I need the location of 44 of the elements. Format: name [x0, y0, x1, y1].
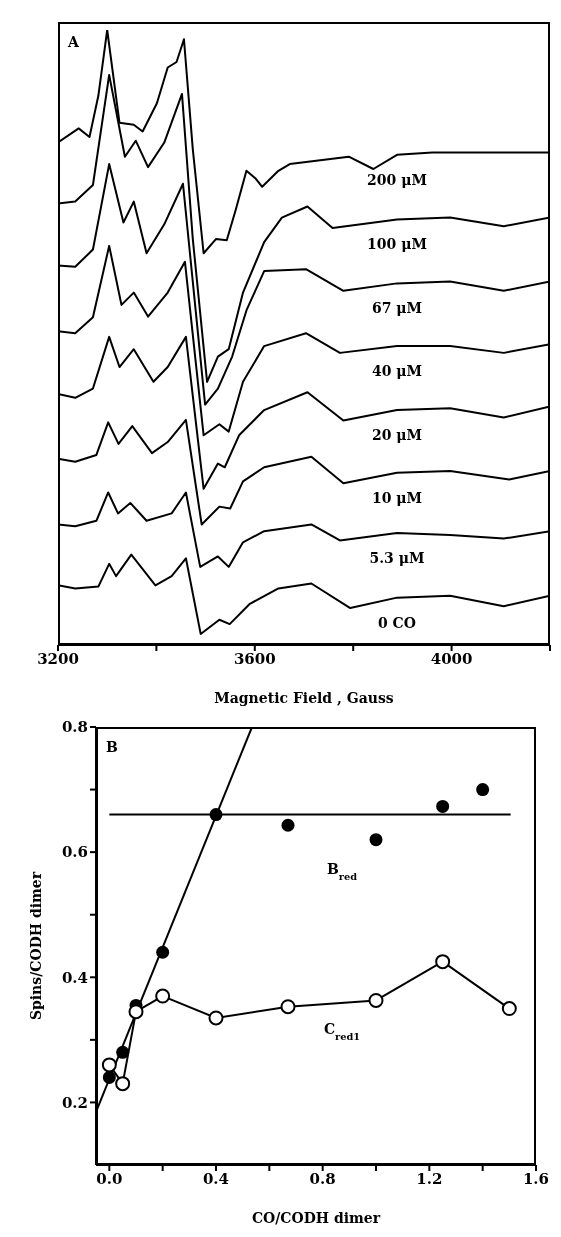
- point: [501, 1001, 517, 1017]
- x-tick-label: 0.0: [96, 1169, 123, 1188]
- point: [281, 818, 295, 832]
- point: [101, 1057, 117, 1073]
- x-axis-title: Magnetic Field , Gauss: [214, 690, 394, 706]
- y-tick-label: 0.4: [61, 968, 88, 987]
- series-label: 20 μM: [371, 427, 423, 444]
- point: [476, 783, 490, 797]
- series-label: 200 μM: [367, 171, 427, 188]
- series-label: 0 CO: [378, 614, 416, 631]
- annotation: A: [68, 34, 79, 50]
- point: [368, 992, 384, 1008]
- x-axis-title: CO/CODH dimer: [251, 1210, 381, 1226]
- y-axis-title: Spins/CODH dimer: [27, 871, 44, 1021]
- series-label: C$_{red1}$: [323, 1021, 361, 1042]
- series-label: 67 μM: [371, 300, 423, 317]
- series-label: 40 μM: [371, 363, 423, 380]
- x-tick-label: 4000: [430, 649, 473, 668]
- point: [209, 808, 223, 822]
- x-tick-label: 3200: [37, 649, 79, 668]
- series-label: 5.3 μM: [369, 550, 425, 567]
- point: [369, 833, 383, 847]
- series-label: 100 μM: [367, 236, 427, 253]
- point: [102, 1070, 116, 1084]
- x-tick-label: 0.4: [202, 1169, 230, 1188]
- series-label: B$_{red}$: [326, 860, 358, 882]
- x-tick-label: 0.8: [309, 1169, 336, 1188]
- point: [156, 945, 170, 959]
- annotation: B: [106, 739, 118, 755]
- x-tick-label: 3600: [233, 649, 276, 668]
- y-tick-label: 0.6: [61, 843, 88, 862]
- point: [435, 954, 451, 970]
- x-tick-label: 1.6: [522, 1169, 550, 1188]
- point: [208, 1010, 224, 1026]
- point: [115, 1076, 131, 1092]
- point: [280, 999, 296, 1015]
- point: [128, 1004, 144, 1020]
- y-tick-label: 0.8: [61, 718, 88, 737]
- x-tick-label: 1.2: [416, 1169, 443, 1188]
- point: [436, 799, 450, 813]
- point: [116, 1045, 130, 1059]
- series-label: 10 μM: [371, 489, 423, 506]
- point: [155, 988, 171, 1004]
- y-tick-label: 0.2: [61, 1093, 88, 1112]
